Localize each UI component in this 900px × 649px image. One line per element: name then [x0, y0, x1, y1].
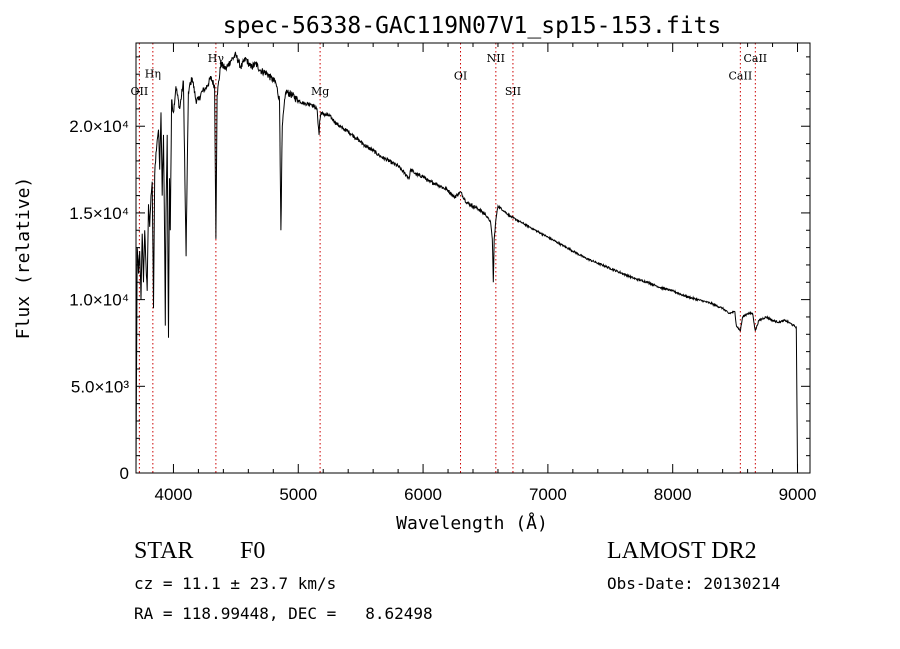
x-tick-labels: 4000 5000 6000 7000 8000 9000: [155, 485, 817, 504]
x-tick-label: 7000: [529, 485, 567, 504]
line-labels: OII Hη Hγ Mg OI NII SII CaII CaII: [131, 52, 768, 98]
y-tick-label: 0: [120, 464, 129, 483]
chart-title: spec-56338-GAC119N07V1_sp15-153.fits: [223, 13, 722, 39]
x-tick-label: 5000: [279, 485, 317, 504]
y-axis-label: Flux (relative): [13, 177, 34, 340]
line-label: SII: [505, 85, 521, 98]
line-label: OI: [454, 69, 467, 82]
line-label: CaII: [729, 69, 753, 82]
line-label: Hγ: [208, 52, 225, 65]
y-tick-labels: 0 5.0×10³ 1.0×10⁴ 1.5×10⁴ 2.0×10⁴: [69, 117, 129, 483]
obs-date: Obs-Date: 20130214: [607, 574, 781, 593]
x-tick-label: 8000: [654, 485, 692, 504]
spectrum-line: [135, 51, 798, 472]
x-tick-label: 4000: [155, 485, 193, 504]
line-label: Mg: [311, 85, 329, 98]
y-tick-label: 2.0×10⁴: [69, 117, 129, 136]
line-label: Hη: [145, 68, 161, 81]
x-tick-label: 6000: [404, 485, 442, 504]
line-label: CaII: [743, 52, 767, 65]
y-tick-label: 1.5×10⁴: [69, 204, 129, 223]
x-axis-label: Wavelength (Å): [396, 512, 548, 534]
object-class: STAR: [134, 538, 194, 564]
plot-frame: [135, 42, 811, 474]
survey-name: LAMOST DR2: [607, 538, 757, 564]
y-tick-label: 1.0×10⁴: [69, 291, 129, 310]
coordinates: RA = 118.99448, DEC = 8.62498: [134, 604, 433, 623]
subclass: F0: [240, 538, 266, 564]
x-tick-label: 9000: [779, 485, 817, 504]
redshift-cz: cz = 11.1 ± 23.7 km/s: [134, 574, 337, 593]
emission-line-markers: [138, 43, 756, 473]
line-label: NII: [487, 52, 505, 65]
y-tick-label: 5.0×10³: [71, 377, 129, 396]
axis-ticks: [136, 43, 810, 474]
line-label: OII: [131, 85, 149, 98]
